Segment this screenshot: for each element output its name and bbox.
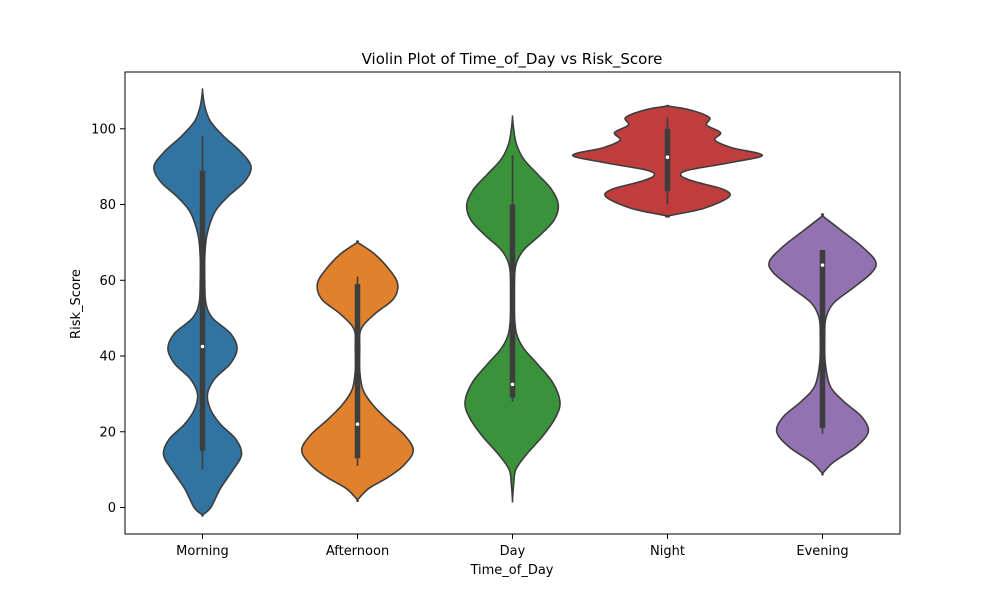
y-axis-label: Risk_Score [69,269,84,339]
x-tick-label-day: Day [500,544,526,559]
y-tick-label: 100 [91,122,116,137]
y-tick-label: 80 [99,198,116,213]
y-axis: 0 20 40 60 80 100 [91,122,125,516]
violin-median [200,344,205,349]
x-axis-label: Time_of_Day [469,563,553,578]
x-tick-label-afternoon: Afternoon [326,544,389,559]
y-tick-label: 0 [108,501,116,516]
y-tick-label: 20 [99,425,116,440]
violin-morning [153,88,252,517]
violin-evening [768,213,877,476]
y-tick-label: 60 [99,274,116,289]
x-tick-label-night: Night [650,544,685,559]
violin-night [571,104,764,218]
plot-frame [124,71,901,535]
x-tick-label-evening: Evening [796,544,848,559]
y-tick-label: 40 [99,350,116,365]
violin-afternoon [300,240,415,503]
violin-day [464,115,561,503]
chart-title: Violin Plot of Time_of_Day vs Risk_Score [362,50,663,69]
violin-median [510,382,515,387]
violin-median [355,422,360,426]
plot-area [153,88,877,517]
violin-median [820,263,825,267]
violin-median [665,155,670,160]
x-tick-label-morning: Morning [176,544,229,559]
x-axis: Morning Afternoon Day Night Evening [176,534,849,559]
